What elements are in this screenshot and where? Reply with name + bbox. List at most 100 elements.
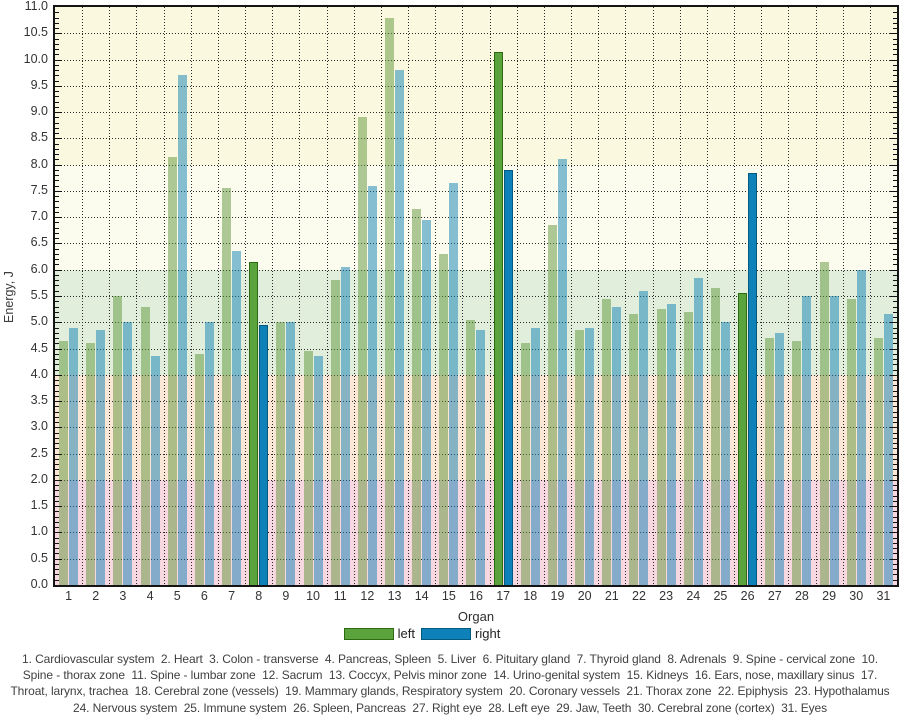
x-tick-label-16: 16 bbox=[469, 589, 483, 603]
hgridline bbox=[55, 85, 897, 87]
hgridline bbox=[55, 506, 897, 508]
y-tick bbox=[55, 443, 59, 445]
y-tick bbox=[893, 469, 897, 471]
x-tick-label-23: 23 bbox=[659, 589, 674, 603]
x-tick-label-4: 4 bbox=[146, 589, 154, 603]
y-tick bbox=[55, 269, 62, 271]
y-tick bbox=[55, 359, 59, 361]
bar-right-5 bbox=[177, 75, 187, 585]
y-tick bbox=[55, 127, 59, 129]
y-tick bbox=[893, 196, 897, 198]
y-tick bbox=[893, 437, 897, 439]
y-tick bbox=[55, 232, 59, 234]
x-tick-label-8: 8 bbox=[255, 589, 263, 603]
x-tick-label-11: 11 bbox=[333, 589, 347, 603]
y-tick bbox=[55, 348, 62, 350]
y-tick-label: 3.5 bbox=[30, 393, 48, 408]
y-tick bbox=[55, 385, 59, 387]
y-tick bbox=[893, 180, 897, 182]
y-tick bbox=[55, 380, 59, 382]
bar-left-26 bbox=[738, 293, 748, 585]
bar-right-24 bbox=[693, 277, 703, 585]
bar-left-25 bbox=[710, 288, 720, 585]
x-tick-label-21: 21 bbox=[604, 589, 619, 603]
legend-swatch-right bbox=[421, 627, 472, 640]
x-tick-label-10: 10 bbox=[306, 589, 320, 603]
y-tick bbox=[55, 479, 62, 481]
y-tick bbox=[55, 474, 59, 476]
bar-left-6 bbox=[194, 353, 204, 585]
y-tick bbox=[893, 548, 897, 550]
vgridline bbox=[82, 7, 84, 585]
y-tick bbox=[893, 579, 897, 581]
y-tick-label: 6.0 bbox=[30, 261, 48, 276]
y-tick bbox=[55, 222, 59, 224]
y-tick bbox=[55, 374, 62, 376]
y-tick-label: 7.0 bbox=[30, 209, 48, 224]
y-tick bbox=[55, 306, 59, 308]
y-tick-label: 5.5 bbox=[30, 288, 48, 302]
bar-right-26 bbox=[748, 172, 758, 585]
y-tick bbox=[890, 322, 897, 324]
hgridline bbox=[55, 348, 897, 350]
vgridline bbox=[652, 7, 654, 585]
y-tick-label: 2.5 bbox=[30, 445, 48, 460]
y-tick-label: 11.0 bbox=[24, 0, 48, 13]
bar-group-3 bbox=[109, 7, 136, 585]
x-tick-label-9: 9 bbox=[282, 589, 290, 603]
y-tick bbox=[55, 422, 59, 424]
bar-group-1 bbox=[55, 7, 82, 585]
y-tick bbox=[893, 569, 897, 571]
bar-left-5 bbox=[167, 156, 177, 585]
y-tick bbox=[893, 232, 897, 234]
y-tick bbox=[893, 490, 897, 492]
y-tick bbox=[893, 364, 897, 366]
hgridline bbox=[55, 243, 897, 245]
y-tick bbox=[893, 154, 897, 156]
y-tick bbox=[55, 133, 59, 135]
bar-right-28 bbox=[802, 296, 812, 585]
bar-group-28 bbox=[788, 7, 815, 585]
bar-left-12 bbox=[357, 117, 367, 585]
y-tick bbox=[893, 385, 897, 387]
bar-group-29 bbox=[816, 7, 843, 585]
y-tick bbox=[55, 464, 59, 466]
y-tick bbox=[893, 12, 897, 14]
y-tick bbox=[55, 322, 62, 324]
y-tick bbox=[893, 338, 897, 340]
y-tick bbox=[55, 49, 59, 51]
bar-group-21 bbox=[598, 7, 625, 585]
y-tick bbox=[893, 38, 897, 40]
y-tick bbox=[55, 75, 59, 77]
y-tick-label: 0.5 bbox=[30, 550, 48, 565]
y-tick-label: 4.5 bbox=[30, 340, 48, 355]
bar-left-7 bbox=[222, 188, 232, 585]
bar-right-30 bbox=[856, 269, 866, 585]
vgridline bbox=[842, 7, 844, 585]
y-tick bbox=[893, 511, 897, 513]
y-tick bbox=[55, 301, 59, 303]
y-tick bbox=[55, 548, 59, 550]
y-tick bbox=[893, 422, 897, 424]
vgridline bbox=[299, 7, 301, 585]
y-tick bbox=[893, 91, 897, 93]
x-tick-label-24: 24 bbox=[686, 589, 701, 603]
bar-group-8 bbox=[245, 7, 272, 585]
vgridline bbox=[571, 7, 573, 585]
y-tick bbox=[893, 359, 897, 361]
y-tick bbox=[55, 395, 59, 397]
bar-left-9 bbox=[276, 322, 286, 585]
legend-label-right: right bbox=[475, 626, 501, 641]
vgridline bbox=[516, 7, 518, 585]
bar-right-20 bbox=[585, 327, 595, 585]
bar-right-11 bbox=[340, 267, 350, 585]
y-tick bbox=[55, 143, 59, 145]
y-tick bbox=[893, 211, 897, 213]
y-tick bbox=[890, 164, 897, 166]
bar-group-30 bbox=[843, 7, 870, 585]
y-tick bbox=[55, 22, 59, 24]
bar-right-10 bbox=[313, 356, 323, 585]
x-tick-label-19: 19 bbox=[550, 589, 565, 603]
y-tick bbox=[890, 33, 897, 35]
